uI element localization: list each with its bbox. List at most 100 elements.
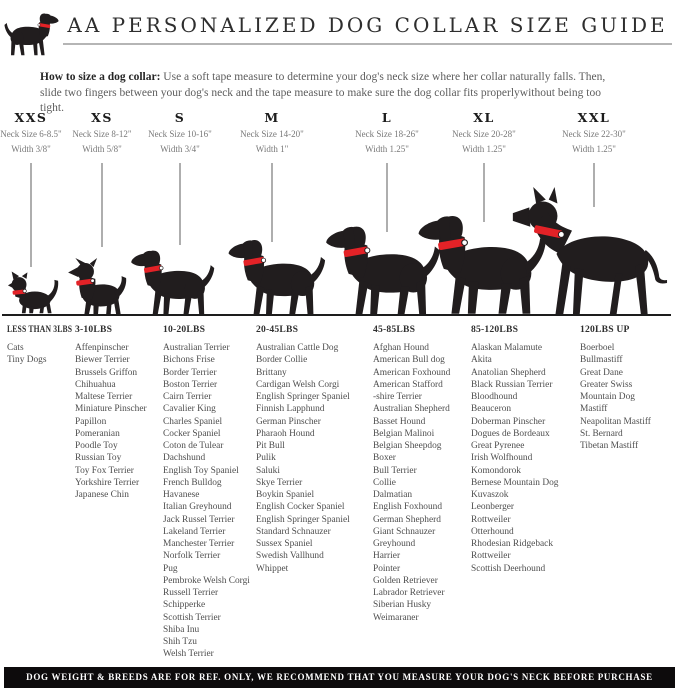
breed-item: Australian Shepherd <box>373 404 450 415</box>
breed-item: Standard Schnauzer <box>256 526 331 537</box>
breed-item: French Bulldog <box>163 477 222 488</box>
breed-item: Labrador Retriever <box>373 588 445 598</box>
guide-line-s <box>179 163 181 245</box>
breed-item: Dogues de Bordeaux <box>471 428 550 439</box>
weight-group-column: 20-45LBS Australian Cattle Dog Border Coll… <box>256 324 350 575</box>
weight-group-header: 3-10LBS <box>75 324 113 335</box>
footer-note: DOG WEIGHT & BREEDS ARE FOR REF. ONLY, W… <box>4 667 675 688</box>
breed-item: Pembroke Welsh Corgi <box>163 575 250 586</box>
breed-item: Skye Terrier <box>256 477 303 488</box>
breed-item: American Bull dog <box>373 355 445 366</box>
breed-item: Brittany <box>256 367 287 378</box>
breed-item: English Springer Spaniel <box>256 514 350 525</box>
breed-item: Black Russian Terrier <box>471 379 553 390</box>
breed-item: Border Terrier <box>163 367 217 378</box>
breed-item: Havanese <box>163 490 200 500</box>
breed-item: German Pinscher <box>256 416 321 427</box>
breed-item: Boerboel <box>580 343 615 353</box>
dog-silhouette-s-icon <box>129 248 215 316</box>
breed-item: Cardigan Welsh Corgi <box>256 379 340 390</box>
breed-item: Scottish Deerhound <box>471 563 546 574</box>
breed-item: Komondorok <box>471 465 521 476</box>
size-neck: Neck Size 20-28" <box>452 129 516 139</box>
breed-item: Doberman Pinscher <box>471 416 546 427</box>
size-column-m: M Neck Size 14-20" Width 1" <box>217 110 327 154</box>
breed-item: Biewer Terrier <box>75 355 130 366</box>
breed-item: Bullmastiff <box>580 355 623 366</box>
weight-group-column: 3-10LBS Affenpinscher Biewer Terrier Brusse… <box>75 324 147 501</box>
guide-line-m <box>271 163 273 242</box>
breed-item: English Toy Spaniel <box>163 465 239 476</box>
cat-silhouette-xxs-icon <box>7 266 59 316</box>
breed-item: Bull Terrier <box>373 465 417 476</box>
size-column-xxl: XXL Neck Size 22-30" Width 1.25" <box>539 110 649 154</box>
breed-item: German Shepherd <box>373 514 441 525</box>
breed-item: Pomeranian <box>75 428 120 439</box>
breed-item: Alaskan Malamute <box>471 343 543 353</box>
breed-item: Finnish Lapphund <box>256 404 325 415</box>
breed-item: Bloodhound <box>471 392 518 402</box>
guide-line-xl <box>483 163 485 222</box>
breed-item: Cavalier King <box>163 404 216 415</box>
instructions-lead: How to size a dog collar: <box>40 71 161 83</box>
breed-item: Bernese Mountain Dog <box>471 477 559 488</box>
breed-item: Rhodesian Ridgeback <box>471 539 554 549</box>
breed-item: Saluki <box>256 465 280 476</box>
ground-line <box>2 314 671 316</box>
breed-item: Golden Retriever <box>373 575 438 586</box>
breed-item: Scottish Terrier <box>163 612 221 623</box>
weight-group-column: LESS THAN 3LBS Cats Tiny Dogs <box>7 324 89 367</box>
size-column-l: L Neck Size 18-26" Width 1.25" <box>332 110 442 154</box>
breed-item: Greyhound <box>373 539 416 549</box>
page-title: AA PERSONALIZED DOG COLLAR SIZE GUIDE <box>67 13 668 37</box>
breed-item: Tibetan Mastiff <box>580 441 639 451</box>
size-width: Width 1.25" <box>365 144 409 154</box>
breed-item: Basset Hound <box>373 416 426 427</box>
size-neck: Neck Size 10-16" <box>148 129 212 139</box>
size-neck: Neck Size 8-12" <box>72 129 132 139</box>
breed-item: Bichons Frise <box>163 355 215 366</box>
breed-item: Belgian Malinoi <box>373 428 435 439</box>
weight-group-column: 85-120LBS Alaskan Malamute Akita Anatolian … <box>471 324 558 575</box>
size-label: XXL <box>577 110 611 125</box>
size-label: XL <box>473 110 495 125</box>
size-label: S <box>174 110 186 125</box>
size-label: XXS <box>14 110 48 125</box>
breed-item: Boston Terrier <box>163 379 218 390</box>
breed-item: Norfolk Terrier <box>163 551 221 562</box>
breed-item: Pharaoh Hound <box>256 428 315 439</box>
breed-item: Poodle Toy <box>75 441 118 451</box>
weight-group-header: 45-85LBS <box>373 324 416 335</box>
breed-item: Papillon <box>75 416 107 427</box>
breed-item: English Springer Spaniel <box>256 392 350 402</box>
size-neck: Neck Size 22-30" <box>562 129 626 139</box>
dog-silhouette-m-icon <box>226 237 326 316</box>
breed-item: Chihuahua <box>75 379 116 390</box>
breed-item: Irish Wolfhound <box>471 453 533 464</box>
size-column-xs: XS Neck Size 8-12" Width 5/8" <box>47 110 157 154</box>
breed-item: Anatolian Shepherd <box>471 367 546 378</box>
size-width: Width 1.25" <box>462 144 506 154</box>
size-width: Width 3/8" <box>11 144 51 154</box>
breed-item: Swedish Vallhund <box>256 551 324 562</box>
breed-item: Greater Swiss <box>580 379 633 390</box>
breed-item: Cocker Spaniel <box>163 428 221 439</box>
breed-item: Akita <box>471 355 492 366</box>
breed-item: Mountain Dog <box>580 392 635 402</box>
breed-item: Jack Russel Terrier <box>163 514 235 525</box>
logo-dog-icon <box>4 10 60 58</box>
breed-item: Otterhound <box>471 526 514 537</box>
breed-item: Kuvaszok <box>471 490 509 500</box>
breed-item: Pit Bull <box>256 441 285 451</box>
size-neck: Neck Size 6-8.5" <box>0 129 62 139</box>
breed-item: Rottweiler <box>471 514 511 525</box>
breed-item: Charles Spaniel <box>163 416 223 427</box>
size-label: M <box>264 110 280 125</box>
size-neck: Neck Size 18-26" <box>355 129 419 139</box>
breed-item: Leonberger <box>471 502 515 513</box>
breed-item: Schipperke <box>163 600 206 611</box>
breed-item: Great Dane <box>580 367 623 378</box>
guide-line-l <box>386 163 388 232</box>
breed-item: Dalmatian <box>373 490 413 500</box>
weight-group-header: 85-120LBS <box>471 324 519 335</box>
